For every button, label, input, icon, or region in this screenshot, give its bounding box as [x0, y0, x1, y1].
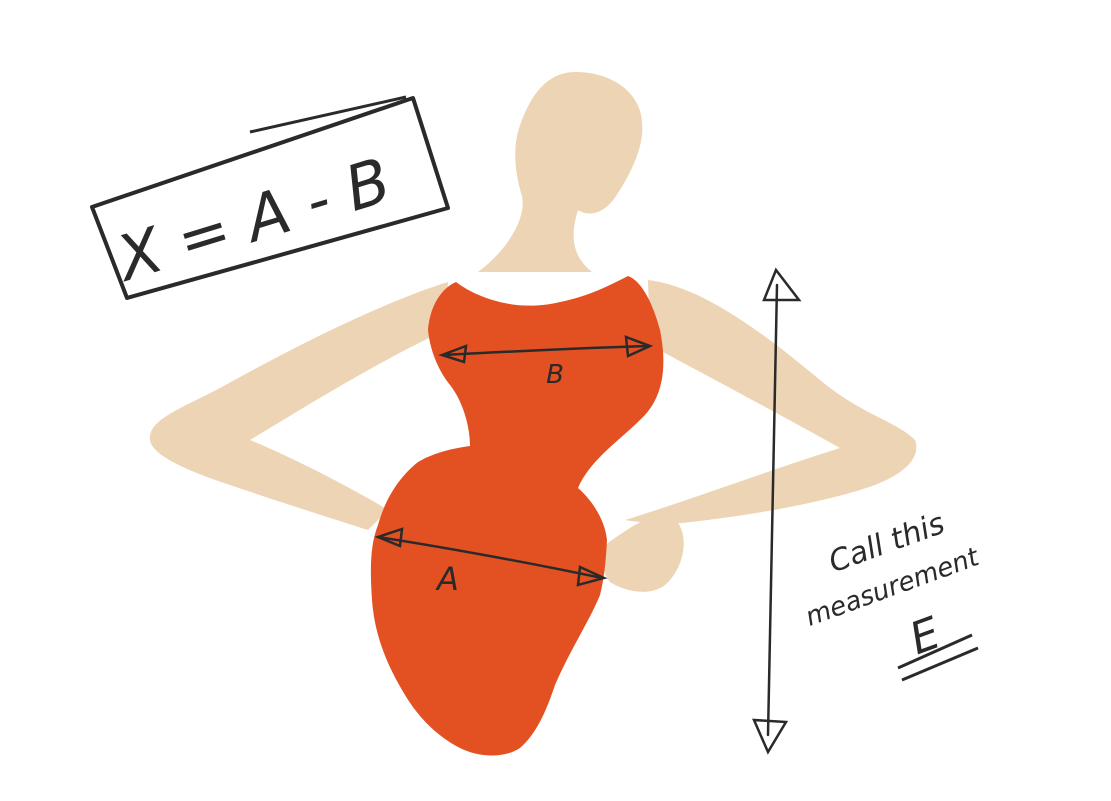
formula-box-outline	[90, 96, 450, 300]
right-hand	[602, 516, 684, 592]
formula-box: X = A - B	[90, 95, 450, 300]
head	[478, 72, 643, 272]
note-underline-1	[897, 633, 973, 670]
arrow-b-left-head	[438, 344, 468, 364]
left-arm	[149, 282, 448, 530]
right-arm	[625, 280, 917, 525]
note-underline-2	[901, 646, 979, 682]
label-b: B	[546, 360, 564, 390]
arrow-b	[438, 335, 654, 364]
arrow-e-bottom-head	[752, 718, 789, 755]
label-a: A	[435, 560, 459, 598]
measurement-note: Call this measurement E	[802, 506, 984, 682]
arrow-e-top-head	[762, 267, 802, 302]
mannequin-body	[149, 72, 917, 592]
arrow-e	[752, 267, 802, 755]
arrow-b-right-head	[624, 335, 654, 358]
formula-box-sketch-line	[249, 95, 407, 134]
dress	[370, 276, 664, 756]
arrow-a-left-head	[374, 527, 404, 548]
arrow-a	[374, 527, 608, 587]
arrow-a-line	[376, 535, 604, 580]
arrow-a-right-head	[576, 565, 608, 587]
formula-text: X = A - B	[106, 144, 399, 297]
arrow-e-line	[766, 283, 779, 737]
